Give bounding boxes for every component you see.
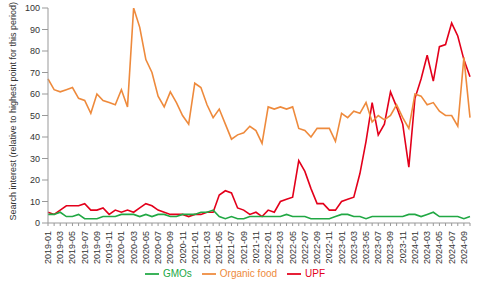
svg-text:2022-05: 2022-05 bbox=[288, 231, 298, 264]
html-text:GMOs: GMOs bbox=[162, 267, 192, 279]
svg-text:20: 20 bbox=[30, 175, 40, 185]
svg-text:2021-11: 2021-11 bbox=[251, 231, 261, 263]
svg-text:2022-03: 2022-03 bbox=[275, 231, 285, 264]
svg-text:Search interest (relative to h: Search interest (relative to highest poi… bbox=[8, 2, 18, 221]
svg-text:10: 10 bbox=[30, 197, 40, 207]
svg-text:2024-01: 2024-01 bbox=[410, 231, 420, 264]
svg-text:2019-07: 2019-07 bbox=[80, 231, 90, 264]
svg-text:50: 50 bbox=[30, 111, 40, 121]
svg-text:2024-07: 2024-07 bbox=[447, 231, 457, 264]
svg-text:2023-05: 2023-05 bbox=[361, 231, 371, 264]
svg-text:60: 60 bbox=[30, 89, 40, 99]
svg-text:2020-05: 2020-05 bbox=[141, 231, 151, 264]
svg-text:90: 90 bbox=[30, 25, 40, 35]
svg-text:2019-03: 2019-03 bbox=[55, 231, 65, 264]
svg-text:2023-09: 2023-09 bbox=[385, 231, 395, 264]
svg-text:100: 100 bbox=[25, 3, 40, 13]
svg-text:70: 70 bbox=[30, 68, 40, 78]
svg-text:2024-09: 2024-09 bbox=[459, 231, 469, 264]
svg-text:2021-01: 2021-01 bbox=[190, 231, 200, 264]
svg-text:2019-09: 2019-09 bbox=[92, 231, 102, 264]
svg-text:2022-11: 2022-11 bbox=[324, 231, 334, 263]
svg-text:2022-01: 2022-01 bbox=[263, 231, 273, 264]
svg-text:2020-09: 2020-09 bbox=[165, 231, 175, 264]
svg-text:2024-05: 2024-05 bbox=[434, 231, 444, 264]
svg-text:2024-03: 2024-03 bbox=[422, 231, 432, 264]
svg-text:2022-09: 2022-09 bbox=[312, 231, 322, 264]
svg-text:2023-01: 2023-01 bbox=[337, 231, 347, 264]
svg-text:2020-11: 2020-11 bbox=[178, 231, 188, 263]
html-text:Organic food: Organic food bbox=[219, 267, 278, 279]
svg-text:2020-01: 2020-01 bbox=[116, 231, 126, 264]
svg-text:2021-09: 2021-09 bbox=[239, 231, 249, 264]
svg-text:2023-11: 2023-11 bbox=[398, 231, 408, 263]
svg-text:2021-03: 2021-03 bbox=[202, 231, 212, 264]
html-text:UPF: UPF bbox=[305, 267, 326, 279]
svg-text:2019-01: 2019-01 bbox=[43, 231, 53, 264]
svg-text:2021-05: 2021-05 bbox=[214, 231, 224, 264]
svg-text:2022-07: 2022-07 bbox=[300, 231, 310, 264]
svg-text:2020-03: 2020-03 bbox=[129, 231, 139, 264]
svg-text:2019-05: 2019-05 bbox=[67, 231, 77, 264]
svg-text:2023-03: 2023-03 bbox=[349, 231, 359, 264]
svg-text:40: 40 bbox=[30, 132, 40, 142]
svg-text:2023-07: 2023-07 bbox=[373, 231, 383, 264]
svg-text:2021-07: 2021-07 bbox=[226, 231, 236, 264]
svg-text:2020-07: 2020-07 bbox=[153, 231, 163, 264]
svg-text:2019-11: 2019-11 bbox=[104, 231, 114, 263]
svg-text:0: 0 bbox=[35, 218, 40, 228]
svg-text:80: 80 bbox=[30, 46, 40, 56]
svg-text:30: 30 bbox=[30, 154, 40, 164]
